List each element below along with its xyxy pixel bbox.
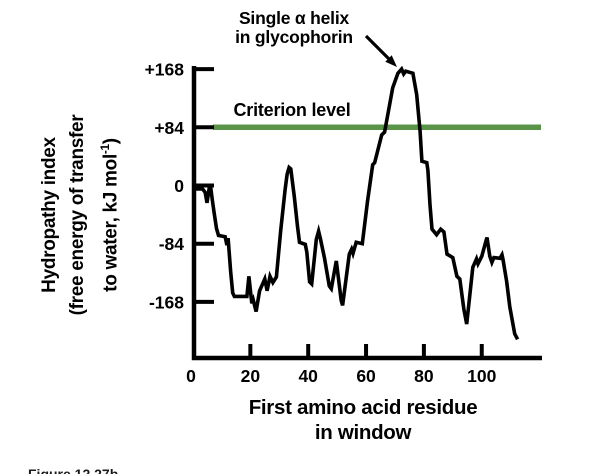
x-tick-label: 20 [241, 366, 261, 386]
axes [191, 66, 542, 361]
superscript-minus-one: -1 [99, 144, 112, 155]
y-axis-title-line2: (free energy of transfer [67, 114, 88, 316]
x-tick-label: 100 [467, 366, 496, 386]
x-axis-title: First amino acid residue in window [192, 395, 534, 445]
x-tick-label: 60 [356, 366, 376, 386]
peak-annotation-line1: Single α helix [238, 8, 350, 28]
figure-caption: Figure 12.27b [28, 466, 119, 474]
peak-annotation-line2: in glycophorin [235, 27, 353, 47]
x-tick-label: 0 [186, 366, 196, 386]
annotation-arrow-shaft [364, 34, 391, 61]
y-tick-label: 0 [174, 176, 184, 196]
y-axis-title: Hydropathy index (free energy of transfe… [36, 45, 121, 385]
peak-annotation: Single α helix in glycophorin [213, 9, 375, 47]
y-tick-label: -168 [149, 292, 184, 312]
y-axis-title-line1: Hydropathy index [39, 137, 60, 293]
x-tick-label: 40 [298, 366, 318, 386]
y-tick-label: +168 [145, 60, 185, 80]
x-axis-title-line2: in window [314, 421, 412, 444]
y-tick-label: -84 [159, 234, 185, 254]
annotation-arrow-head [385, 55, 397, 67]
criterion-level-label: Criterion level [233, 100, 351, 120]
x-tick-label: 80 [414, 366, 434, 386]
y-tick-label: +84 [154, 118, 184, 138]
x-axis-title-line1: First amino acid residue [248, 396, 478, 419]
hydropathy-curve [192, 65, 520, 341]
y-axis-title-line3: to water, kJ mol-1) [99, 138, 122, 292]
